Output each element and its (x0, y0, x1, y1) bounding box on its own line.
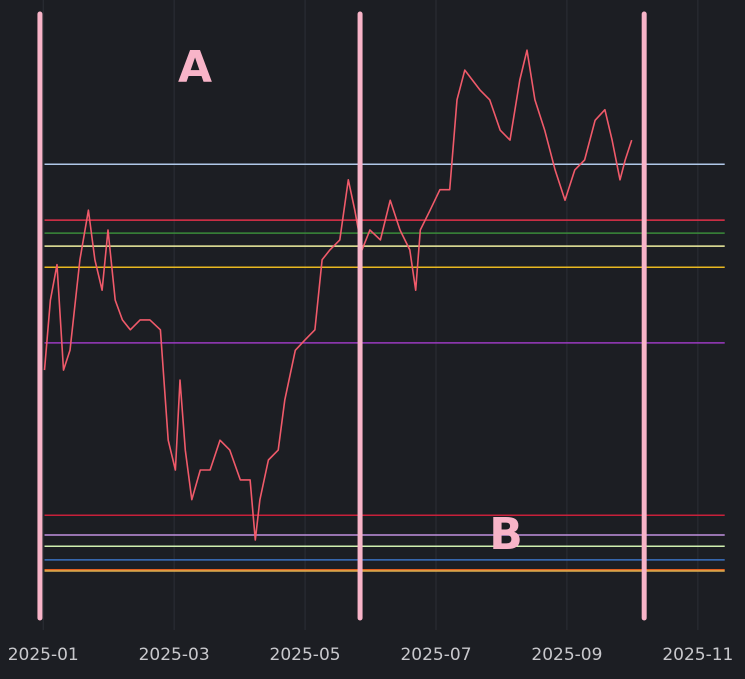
x-tick-label: 2025-03 (139, 645, 210, 665)
x-tick-label: 2025-07 (400, 645, 471, 665)
annotation: B (489, 509, 523, 560)
price-line (43, 49, 633, 541)
annotation: A (178, 42, 212, 93)
x-tick-label: 2025-05 (270, 645, 341, 665)
x-tick-label: 2025-09 (531, 645, 602, 665)
x-tick-label: 2025-01 (8, 645, 79, 665)
x-tick-label: 2025-11 (662, 645, 733, 665)
